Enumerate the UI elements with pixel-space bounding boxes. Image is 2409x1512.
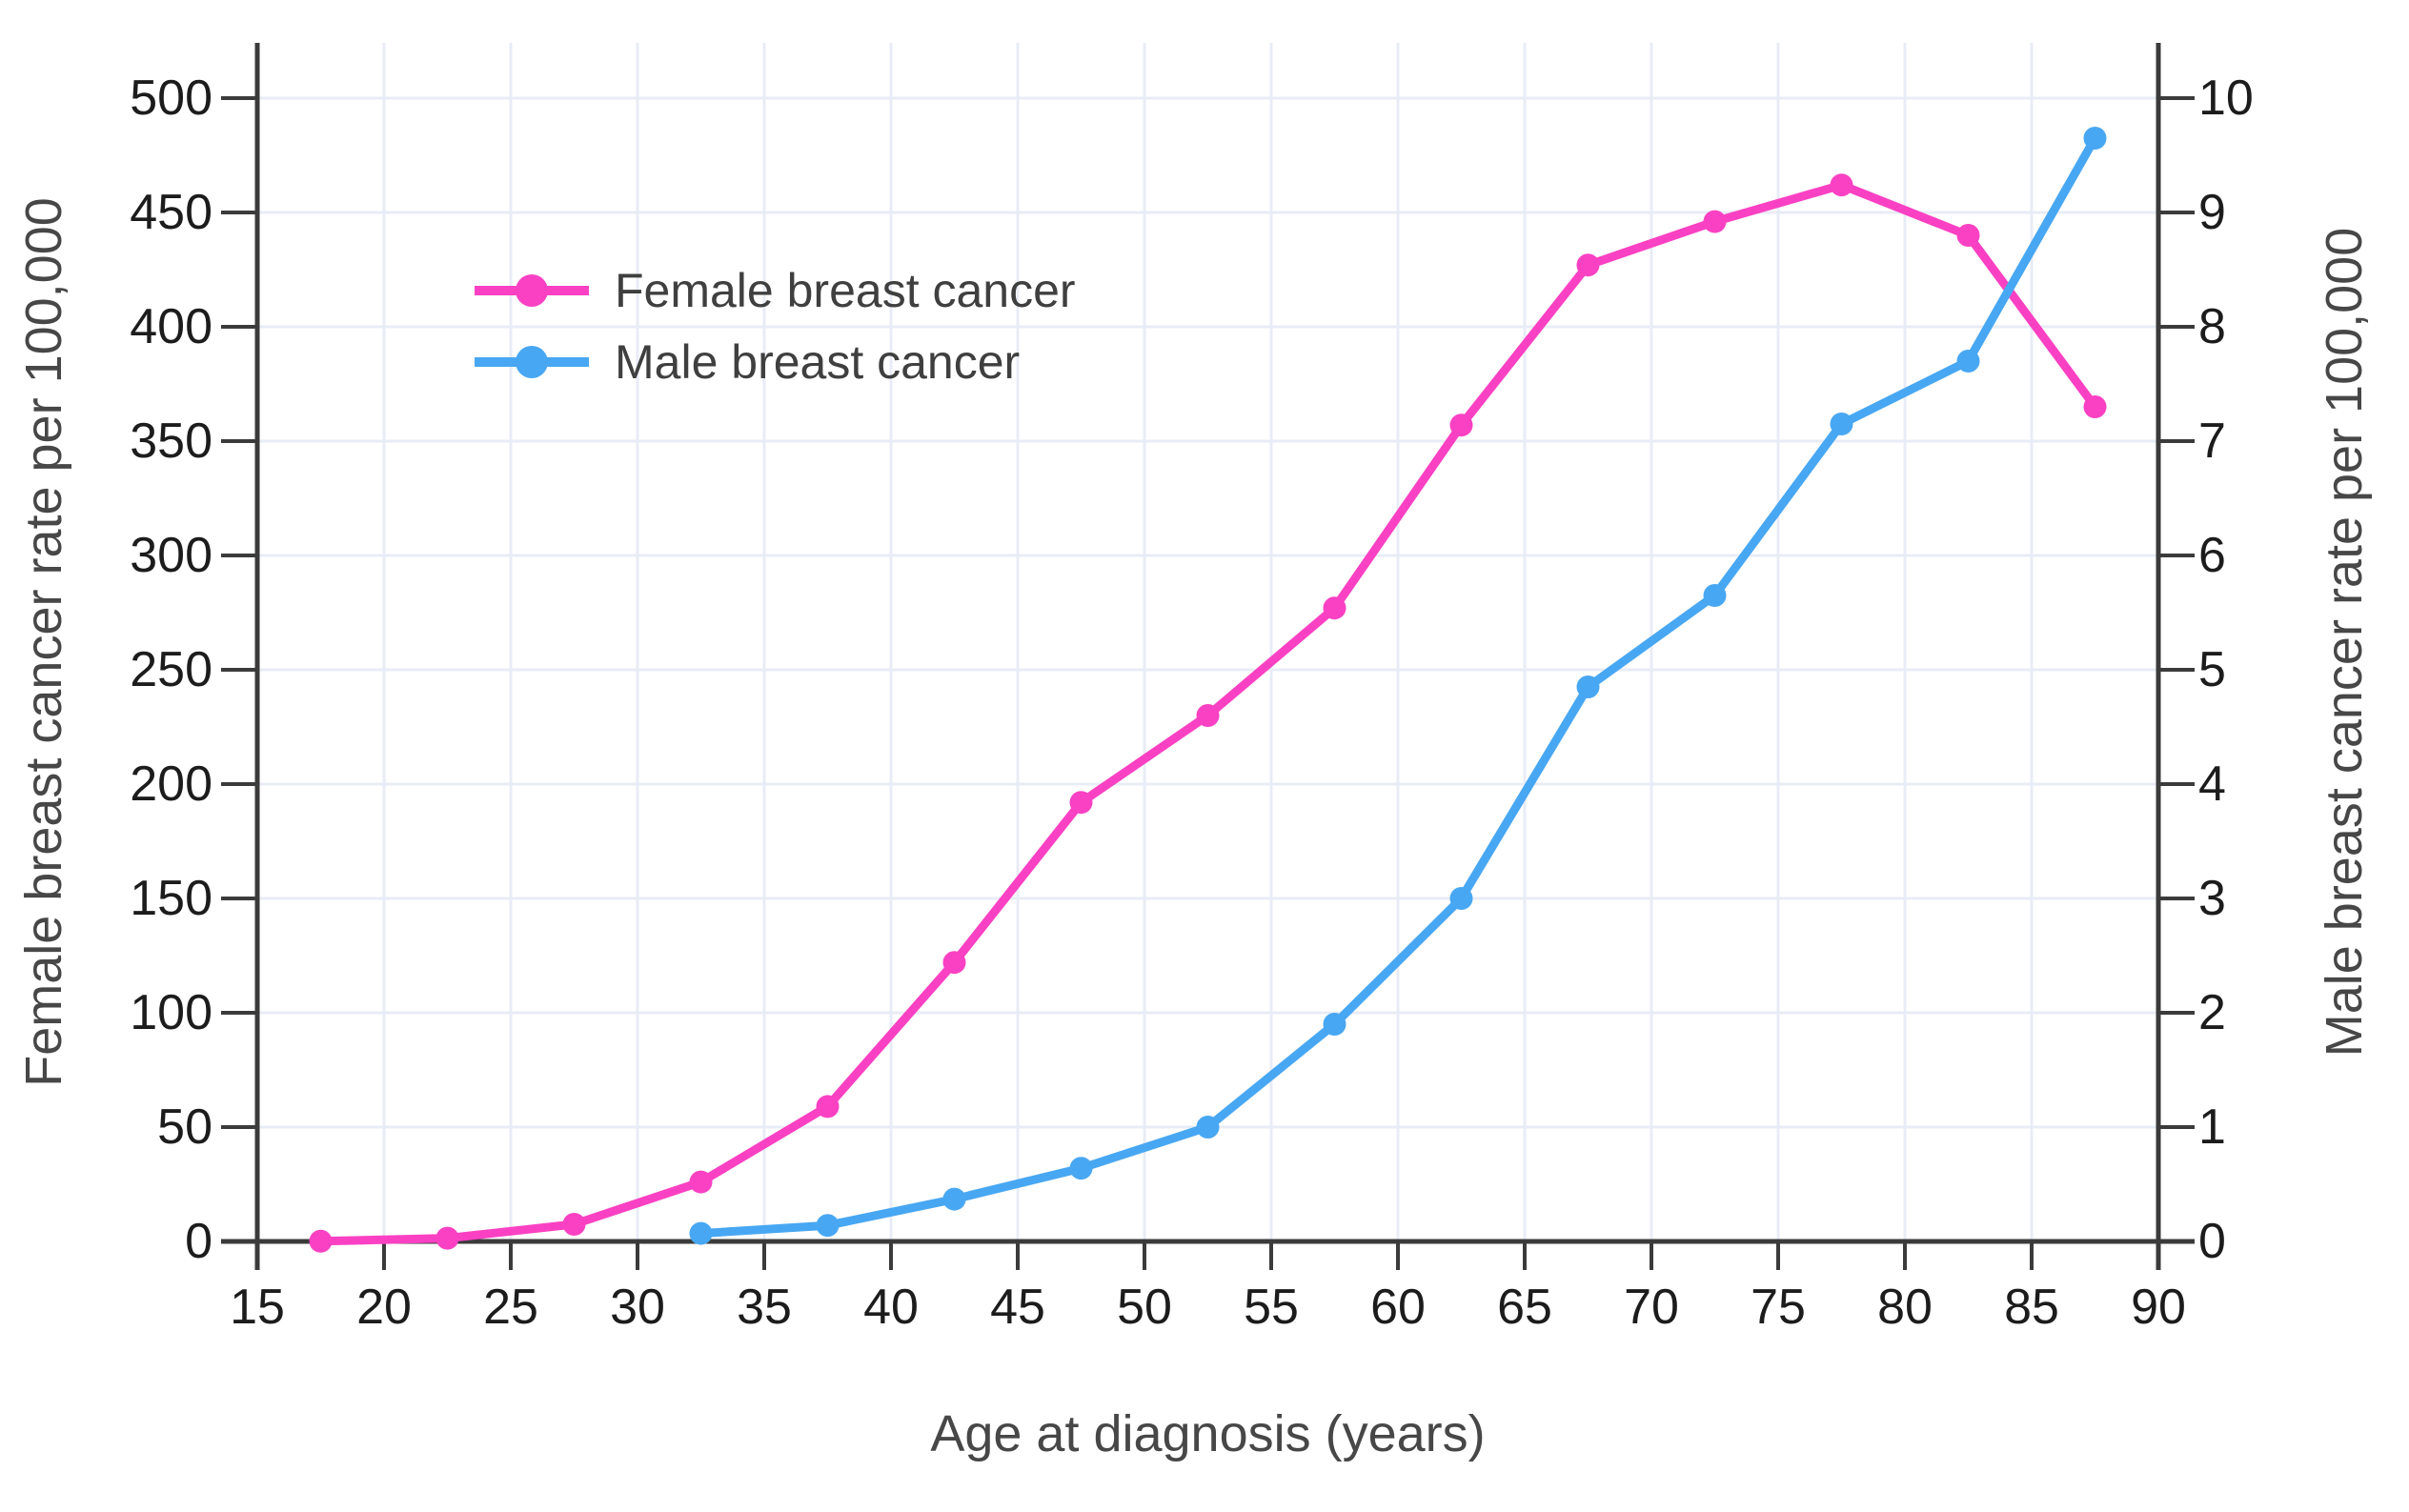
x-tick-label: 75 <box>1751 1280 1806 1335</box>
y-left-tick-label: 250 <box>130 642 213 697</box>
data-point <box>435 1226 459 1250</box>
data-point <box>816 1095 840 1119</box>
data-point <box>562 1213 586 1236</box>
data-point <box>1069 791 1093 815</box>
y-left-tick-label: 150 <box>130 871 213 926</box>
data-point <box>689 1170 713 1194</box>
y-left-tick-label: 200 <box>130 756 213 812</box>
tick-labels: 0501001502002503003504004505000123456789… <box>130 71 2254 1335</box>
data-point <box>1069 1157 1093 1180</box>
x-tick-label: 90 <box>2131 1280 2186 1335</box>
y-left-tick-label: 100 <box>130 985 213 1040</box>
data-point <box>1830 413 1853 435</box>
legend-item: Male breast cancer <box>475 335 1020 389</box>
y-right-tick-label: 9 <box>2198 185 2226 240</box>
x-tick-label: 30 <box>610 1280 665 1335</box>
data-point <box>816 1214 840 1238</box>
data-point <box>1449 413 1473 437</box>
y-right-tick-label: 8 <box>2198 299 2226 354</box>
x-tick-label: 25 <box>483 1280 538 1335</box>
data-point <box>2083 127 2107 150</box>
y-right-tick-label: 0 <box>2198 1214 2226 1269</box>
y-right-tick-label: 2 <box>2198 985 2226 1040</box>
data-point <box>1323 596 1346 620</box>
data-point <box>309 1229 333 1253</box>
x-tick-label: 80 <box>1877 1280 1933 1335</box>
gridlines <box>257 43 2158 1241</box>
x-tick-label: 45 <box>990 1280 1045 1335</box>
data-point <box>1576 675 1600 698</box>
y-right-tick-label: 5 <box>2198 642 2226 697</box>
x-axis-title: Age at diagnosis (years) <box>930 1405 1485 1462</box>
x-tick-label: 55 <box>1244 1280 1299 1335</box>
x-tick-label: 70 <box>1624 1280 1679 1335</box>
data-point <box>1703 210 1727 233</box>
legend-label: Female breast cancer <box>615 264 1076 317</box>
x-tick-label: 20 <box>356 1280 412 1335</box>
x-tick-label: 40 <box>863 1280 919 1335</box>
y-right-tick-label: 4 <box>2198 756 2226 812</box>
legend: Female breast cancer Male breast cancer <box>475 264 1076 389</box>
y-left-tick-label: 0 <box>185 1214 213 1269</box>
y-left-tick-label: 400 <box>130 299 213 354</box>
legend-swatch-marker <box>516 274 548 307</box>
legend-label: Male breast cancer <box>615 335 1020 389</box>
male-series <box>689 127 2107 1245</box>
data-point <box>1703 584 1727 607</box>
data-point <box>1323 1013 1346 1036</box>
y-right-tick-label: 7 <box>2198 413 2226 469</box>
x-tick-label: 35 <box>737 1280 792 1335</box>
data-point <box>1576 253 1600 277</box>
data-point <box>2083 395 2107 418</box>
data-point <box>1196 1116 1220 1139</box>
y-left-tick-label: 350 <box>130 413 213 469</box>
x-tick-label: 60 <box>1370 1280 1426 1335</box>
series-line <box>697 133 2099 1239</box>
y-left-tick-label: 50 <box>157 1099 213 1155</box>
data-point <box>942 1187 966 1211</box>
x-tick-label: 50 <box>1117 1280 1172 1335</box>
y-right-tick-label: 6 <box>2198 528 2226 583</box>
female-series <box>309 173 2107 1253</box>
y-right-tick-label: 10 <box>2198 71 2254 126</box>
y-left-tick-label: 450 <box>130 185 213 240</box>
y-left-tick-label: 300 <box>130 528 213 583</box>
y-right-tick-label: 3 <box>2198 871 2226 926</box>
x-tick-label: 85 <box>2004 1280 2059 1335</box>
data-point <box>942 951 966 975</box>
x-tick-label: 15 <box>230 1280 285 1335</box>
data-point <box>1956 350 1980 373</box>
y-axis-right-title: Male breast cancer rate per 100,000 <box>2316 228 2373 1058</box>
y-right-tick-label: 1 <box>2198 1099 2226 1155</box>
axis-titles: Age at diagnosis (years) Female breast ca… <box>15 197 2373 1462</box>
y-axis-left-title: Female breast cancer rate per 100,000 <box>15 197 72 1087</box>
data-point <box>1196 704 1220 727</box>
x-tick-label: 65 <box>1497 1280 1552 1335</box>
data-point <box>1830 173 1853 197</box>
axes <box>221 43 2195 1270</box>
legend-item: Female breast cancer <box>475 264 1076 317</box>
data-point <box>1956 224 1980 247</box>
legend-swatch-marker <box>516 346 548 378</box>
y-left-tick-label: 500 <box>130 71 213 126</box>
data-point <box>689 1221 713 1245</box>
data-point <box>1449 887 1473 910</box>
